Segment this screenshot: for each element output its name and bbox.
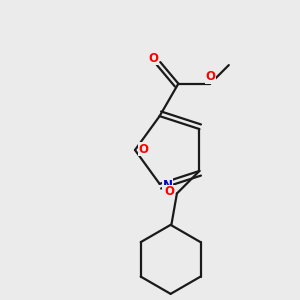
Text: O: O — [164, 185, 174, 198]
Text: O: O — [205, 70, 215, 83]
Text: O: O — [148, 52, 158, 65]
Text: O: O — [138, 143, 148, 156]
Text: N: N — [163, 178, 173, 191]
